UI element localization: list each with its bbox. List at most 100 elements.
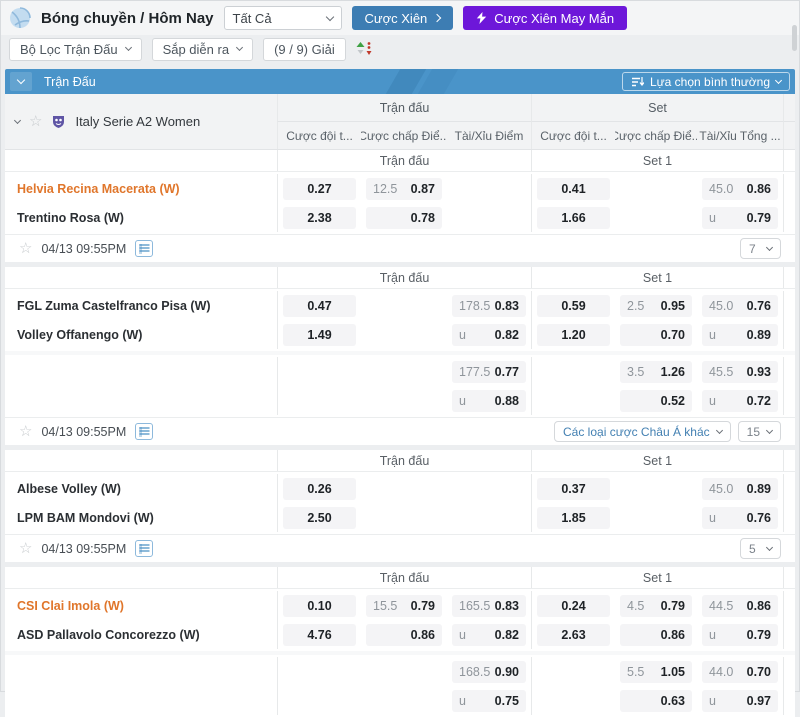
- odds-cell[interactable]: 45.0 0.86: [702, 177, 778, 200]
- odds-cell[interactable]: 45.0 0.89: [702, 477, 778, 500]
- odds-cell[interactable]: 0.59: [537, 294, 610, 317]
- odds-cell[interactable]: u 0.75: [452, 689, 526, 712]
- odds-cell[interactable]: 0.41: [537, 177, 610, 200]
- more-asian-bets-dropdown[interactable]: Các loại cược Châu Á khác: [554, 421, 731, 442]
- odds-cell-slot: [361, 291, 447, 320]
- row-filler: [783, 686, 795, 715]
- odds-cell[interactable]: 0.86: [620, 623, 692, 646]
- odds-cell[interactable]: 0.10: [283, 594, 356, 617]
- odds-cell[interactable]: 1.49: [283, 323, 356, 346]
- odds-cell-slot: [531, 357, 615, 386]
- odds-cell-slot: 0.52: [615, 386, 697, 415]
- odds-cell[interactable]: u 0.89: [702, 323, 778, 346]
- view-mode-dropdown[interactable]: Lựa chọn bình thường: [621, 72, 790, 91]
- statement-icon[interactable]: [135, 240, 154, 257]
- odds-cell[interactable]: u 0.76: [702, 506, 778, 529]
- odds-value: 4.76: [307, 627, 332, 642]
- odds-cell[interactable]: 165.5 0.83: [452, 594, 526, 617]
- odds-cell[interactable]: 1.66: [537, 206, 610, 229]
- odds-cell[interactable]: u 0.82: [452, 323, 526, 346]
- favorite-star-icon[interactable]: ☆: [19, 540, 33, 557]
- odds-value: 0.86: [410, 627, 435, 642]
- odds-cell-slot: 3.5 1.26: [615, 357, 697, 386]
- sort-odds-icon[interactable]: [356, 41, 373, 57]
- odds-cell[interactable]: 1.85: [537, 506, 610, 529]
- statement-icon[interactable]: [135, 423, 154, 440]
- odds-cell[interactable]: 5.5 1.05: [620, 660, 692, 683]
- odds-cell[interactable]: 0.47: [283, 294, 356, 317]
- odds-cell[interactable]: 45.5 0.93: [702, 360, 778, 383]
- scrollbar-thumb[interactable]: [792, 25, 797, 51]
- odds-cell[interactable]: 0.24: [537, 594, 610, 617]
- odds-cell[interactable]: u 0.88: [452, 389, 526, 412]
- odds-cell[interactable]: 0.52: [620, 389, 692, 412]
- upcoming-dropdown[interactable]: Sắp diễn ra: [151, 37, 254, 61]
- odds-cell-slot: u 0.82: [447, 320, 531, 349]
- odds-cell[interactable]: u 0.97: [702, 689, 778, 712]
- odds-cell-slot: [277, 357, 361, 386]
- market-count-dropdown[interactable]: 15: [737, 421, 781, 442]
- odds-row: 168.5 0.90 5.5 1.05 44.0 0.70: [5, 657, 795, 686]
- odds-cell[interactable]: 15.5 0.79: [366, 594, 442, 617]
- odds-cell[interactable]: 2.38: [283, 206, 356, 229]
- odds-cell[interactable]: 2.63: [537, 623, 610, 646]
- odds-cell[interactable]: 4.76: [283, 623, 356, 646]
- team-rows: CSI Clai Imola (W) 0.10 15.5 0.79 165.5 0.83 0…: [5, 589, 795, 651]
- odds-cell[interactable]: 1.20: [537, 323, 610, 346]
- favorite-star-icon[interactable]: ☆: [29, 113, 43, 130]
- odds-cell[interactable]: 4.5 0.79: [620, 594, 692, 617]
- odds-cell[interactable]: 168.5 0.90: [452, 660, 526, 683]
- statement-icon[interactable]: [135, 540, 154, 557]
- odds-cell-slot: [277, 686, 361, 715]
- league-count-badge: (9 / 9) Giải: [263, 37, 346, 61]
- odds-value: 0.97: [746, 693, 771, 708]
- odds-cell[interactable]: 45.0 0.76: [702, 294, 778, 317]
- league-row[interactable]: ☆ Italy Serie A2 Women: [5, 94, 277, 149]
- odds-cell[interactable]: 0.70: [620, 323, 692, 346]
- row-filler: [783, 474, 795, 503]
- odds-cell[interactable]: 0.78: [366, 206, 442, 229]
- odds-cell[interactable]: 0.37: [537, 477, 610, 500]
- odds-value: 1.85: [561, 510, 586, 525]
- market-count-dropdown[interactable]: 7: [740, 238, 781, 259]
- match-filter-dropdown[interactable]: Bộ Lọc Trận Đấu: [9, 37, 142, 61]
- odds-cell[interactable]: u 0.72: [702, 389, 778, 412]
- odds-cell[interactable]: 0.63: [620, 689, 692, 712]
- odds-cell[interactable]: 178.5 0.83: [452, 294, 526, 317]
- favorite-star-icon[interactable]: ☆: [19, 240, 33, 257]
- odds-cell-slot: 0.86: [361, 620, 447, 649]
- subheader-spacer: [5, 567, 277, 588]
- odds-cell[interactable]: 0.27: [283, 177, 356, 200]
- collapse-all-button[interactable]: [10, 72, 32, 91]
- odds-value: 0.41: [561, 181, 586, 196]
- handicap-value: 45.0: [709, 481, 734, 496]
- odds-cell[interactable]: u 0.79: [702, 623, 778, 646]
- odds-cell[interactable]: 3.5 1.26: [620, 360, 692, 383]
- row-filler: [783, 203, 795, 232]
- league-count-label: (9 / 9) Giải: [274, 41, 335, 57]
- odds-cell[interactable]: 44.5 0.86: [702, 594, 778, 617]
- odds-cell-slot: u 0.75: [447, 686, 531, 715]
- odds-cell[interactable]: 0.26: [283, 477, 356, 500]
- parlay-button[interactable]: Cược Xiên: [351, 6, 454, 30]
- league-filter-select[interactable]: Tất Cả: [223, 6, 342, 30]
- odds-cell[interactable]: 2.5 0.95: [620, 294, 692, 317]
- column-header-filler: [783, 122, 795, 149]
- odds-cell[interactable]: 12.5 0.87: [366, 177, 442, 200]
- lucky-parlay-button[interactable]: Cược Xiên May Mắn: [463, 6, 628, 30]
- odds-value: 2.50: [307, 510, 332, 525]
- handicap-value: 165.5: [459, 598, 491, 613]
- odds-cell[interactable]: u 0.82: [452, 623, 526, 646]
- odds-cell[interactable]: 44.0 0.70: [702, 660, 778, 683]
- chevron-right-icon: [433, 13, 442, 23]
- handicap-value: 12.5: [373, 181, 398, 196]
- odds-cell[interactable]: 0.86: [366, 623, 442, 646]
- odds-cell-slot: 44.5 0.86: [697, 591, 783, 620]
- chevron-down-icon: [13, 116, 22, 124]
- favorite-star-icon[interactable]: ☆: [19, 423, 33, 440]
- odds-cell[interactable]: 2.50: [283, 506, 356, 529]
- odds-cell[interactable]: u 0.79: [702, 206, 778, 229]
- odds-cell-slot: [361, 474, 447, 503]
- odds-cell[interactable]: 177.5 0.77: [452, 360, 526, 383]
- market-count-dropdown[interactable]: 5: [740, 538, 781, 559]
